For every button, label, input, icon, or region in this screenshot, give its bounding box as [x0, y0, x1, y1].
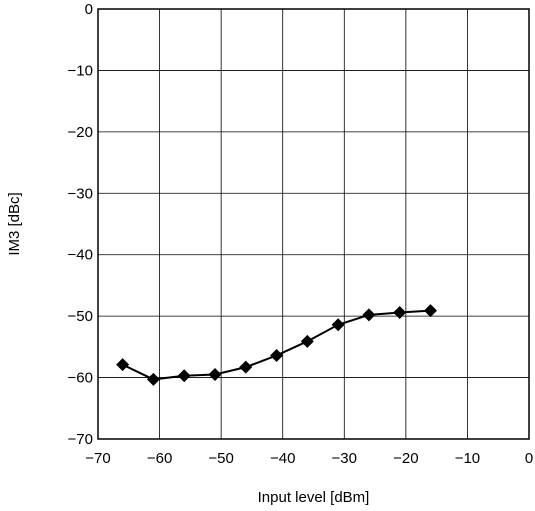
- y-tick-label: −70: [68, 431, 93, 448]
- y-axis-label: IM3 [dBc]: [6, 192, 23, 255]
- y-tick-label: −20: [68, 124, 93, 141]
- data-point-marker: [423, 304, 437, 318]
- grid-lines: [97, 8, 530, 440]
- x-tick-label: −10: [455, 450, 480, 467]
- x-axis-label: Input level [dBm]: [258, 489, 370, 506]
- data-point-marker: [270, 348, 284, 362]
- x-tick-label: −20: [393, 450, 418, 467]
- data-point-marker: [208, 368, 222, 381]
- y-tick-label: 0: [85, 1, 93, 18]
- x-tick-label: −60: [147, 450, 172, 467]
- x-tick-label: −50: [208, 450, 233, 467]
- y-tick-label: −60: [68, 370, 93, 387]
- data-point-marker: [362, 308, 376, 322]
- data-point-marker: [331, 318, 345, 332]
- x-tick-label: 0: [525, 450, 533, 467]
- data-point-marker: [393, 305, 407, 319]
- y-tick-label: −10: [68, 62, 93, 79]
- data-point-marker: [239, 360, 253, 374]
- plot-frame: [97, 8, 530, 440]
- x-axis-ticks: −70 −60 −50 −40 −30 −20 −10 0: [85, 450, 533, 467]
- y-axis-ticks: 0 −10 −20 −30 −40 −50 −60 −70: [68, 1, 93, 448]
- y-tick-label: −30: [68, 185, 93, 202]
- data-point-marker: [146, 372, 160, 386]
- y-tick-label: −40: [68, 247, 93, 264]
- data-point-marker: [300, 334, 314, 348]
- data-point-marker: [177, 369, 191, 383]
- data-point-marker: [116, 358, 130, 372]
- y-tick-label: −50: [68, 308, 93, 325]
- x-tick-label: −70: [85, 450, 110, 467]
- data-series: [116, 304, 437, 386]
- series-line-0: [122, 309, 431, 381]
- x-tick-label: −30: [332, 450, 357, 467]
- x-tick-label: −40: [270, 450, 295, 467]
